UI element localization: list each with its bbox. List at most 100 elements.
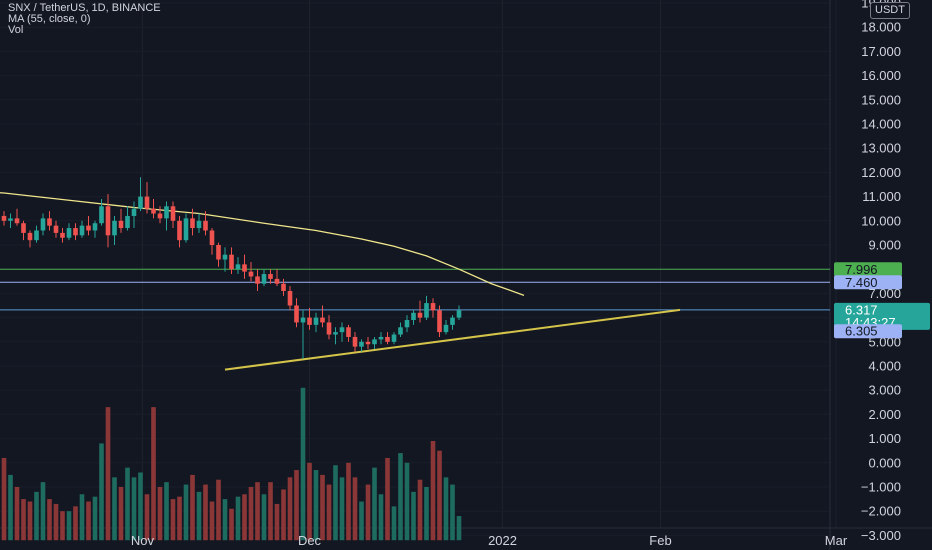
volume-bar: [248, 487, 254, 541]
candle-body[interactable]: [47, 218, 52, 226]
candle-body[interactable]: [346, 327, 351, 337]
volume-bar: [346, 462, 351, 541]
candle-body[interactable]: [333, 332, 338, 335]
candle-body[interactable]: [138, 196, 143, 209]
currency-badge[interactable]: USDT: [870, 2, 910, 19]
candle-body[interactable]: [261, 274, 267, 284]
candle-body[interactable]: [404, 320, 410, 328]
ma55-line[interactable]: [0, 189, 525, 296]
price-axis-label: −1.000: [861, 480, 901, 495]
candle-body[interactable]: [456, 310, 462, 318]
price-tag[interactable]: [834, 275, 902, 290]
candle-body[interactable]: [216, 245, 221, 260]
candle-body[interactable]: [248, 271, 254, 277]
candle-body[interactable]: [398, 327, 403, 335]
price-axis-label: 16.000: [861, 68, 901, 83]
candle-body[interactable]: [450, 317, 455, 325]
candle-body[interactable]: [21, 223, 26, 233]
candle-body[interactable]: [151, 208, 156, 214]
candle-body[interactable]: [86, 225, 91, 231]
candle-body[interactable]: [274, 278, 280, 284]
candle-body[interactable]: [255, 276, 260, 284]
candle-body[interactable]: [8, 218, 13, 221]
ma-legend[interactable]: MA (55, close, 0): [8, 13, 91, 25]
support-trendline[interactable]: [224, 308, 681, 371]
candle-body[interactable]: [66, 228, 72, 238]
candle-body[interactable]: [14, 218, 20, 224]
price-axis-label: 1.000: [868, 431, 901, 446]
volume-bar: [255, 482, 260, 541]
candle-body[interactable]: [40, 218, 46, 231]
candle-body[interactable]: [365, 341, 371, 345]
price-tag[interactable]: [834, 324, 902, 339]
candle-body[interactable]: [443, 324, 449, 333]
candle-body[interactable]: [105, 206, 111, 236]
candle-body[interactable]: [53, 225, 59, 233]
candle-body[interactable]: [99, 206, 104, 224]
candle-body[interactable]: [307, 317, 312, 325]
candle-body[interactable]: [60, 232, 65, 238]
candle-body[interactable]: [359, 341, 364, 347]
candle-body[interactable]: [144, 196, 150, 209]
candle-body[interactable]: [196, 220, 202, 229]
symbol-legend[interactable]: SNX / TetherUS, 1D, BINANCE: [8, 2, 161, 14]
candle-body[interactable]: [352, 336, 358, 347]
candle-body[interactable]: [320, 317, 325, 323]
volume-bar: [92, 496, 98, 541]
volume-bar: [34, 491, 39, 541]
candle-body[interactable]: [164, 206, 169, 219]
candle-body[interactable]: [177, 220, 182, 241]
candle-body[interactable]: [79, 225, 85, 236]
price-axis-label: 17.000: [861, 44, 901, 59]
candle-body[interactable]: [157, 213, 163, 219]
candle-body[interactable]: [385, 336, 390, 342]
candle-body[interactable]: [378, 336, 384, 340]
candle-body[interactable]: [417, 312, 423, 318]
candle-body[interactable]: [183, 218, 189, 241]
candle-body[interactable]: [235, 264, 241, 270]
volume-bar: [294, 470, 299, 541]
volume-bar: [105, 407, 111, 541]
candle-body[interactable]: [118, 220, 124, 229]
candle-body[interactable]: [203, 220, 208, 231]
candle-body[interactable]: [281, 283, 286, 291]
candle-body[interactable]: [313, 317, 319, 325]
candle-body[interactable]: [34, 230, 39, 241]
candle-body[interactable]: [242, 264, 247, 272]
volume-bar: [313, 470, 319, 541]
candle-body[interactable]: [131, 208, 137, 216]
candle-body[interactable]: [112, 220, 117, 236]
candle-body[interactable]: [209, 230, 215, 245]
candle-body[interactable]: [391, 334, 397, 342]
candle-body[interactable]: [27, 232, 33, 241]
candle-body[interactable]: [92, 223, 98, 231]
time-axis-label: Nov: [131, 533, 155, 548]
candle-body[interactable]: [411, 312, 416, 321]
candle-body[interactable]: [372, 339, 377, 345]
candle-body[interactable]: [287, 290, 293, 306]
candle-body[interactable]: [339, 327, 345, 333]
candle-body[interactable]: [222, 254, 228, 260]
volume-bar: [430, 441, 436, 541]
candle-body[interactable]: [73, 228, 78, 236]
candle-body[interactable]: [125, 215, 130, 229]
candle-body[interactable]: [300, 317, 306, 323]
candle-body[interactable]: [437, 310, 442, 333]
volume-bar: [281, 489, 286, 541]
vol-legend[interactable]: Vol: [8, 24, 24, 36]
candle-body[interactable]: [229, 254, 234, 270]
candle-body[interactable]: [268, 274, 273, 279]
candle-body[interactable]: [170, 206, 176, 221]
candle-body[interactable]: [1, 215, 7, 221]
candle-body[interactable]: [294, 305, 299, 323]
volume-bar: [437, 450, 442, 541]
price-tag[interactable]: [834, 262, 902, 277]
candle-body[interactable]: [190, 218, 195, 229]
candle-body[interactable]: [430, 303, 436, 311]
volume-bar: [450, 484, 455, 541]
candle-body[interactable]: [424, 303, 429, 318]
candle-body[interactable]: [326, 322, 332, 335]
last-price-tag[interactable]: [834, 302, 930, 330]
